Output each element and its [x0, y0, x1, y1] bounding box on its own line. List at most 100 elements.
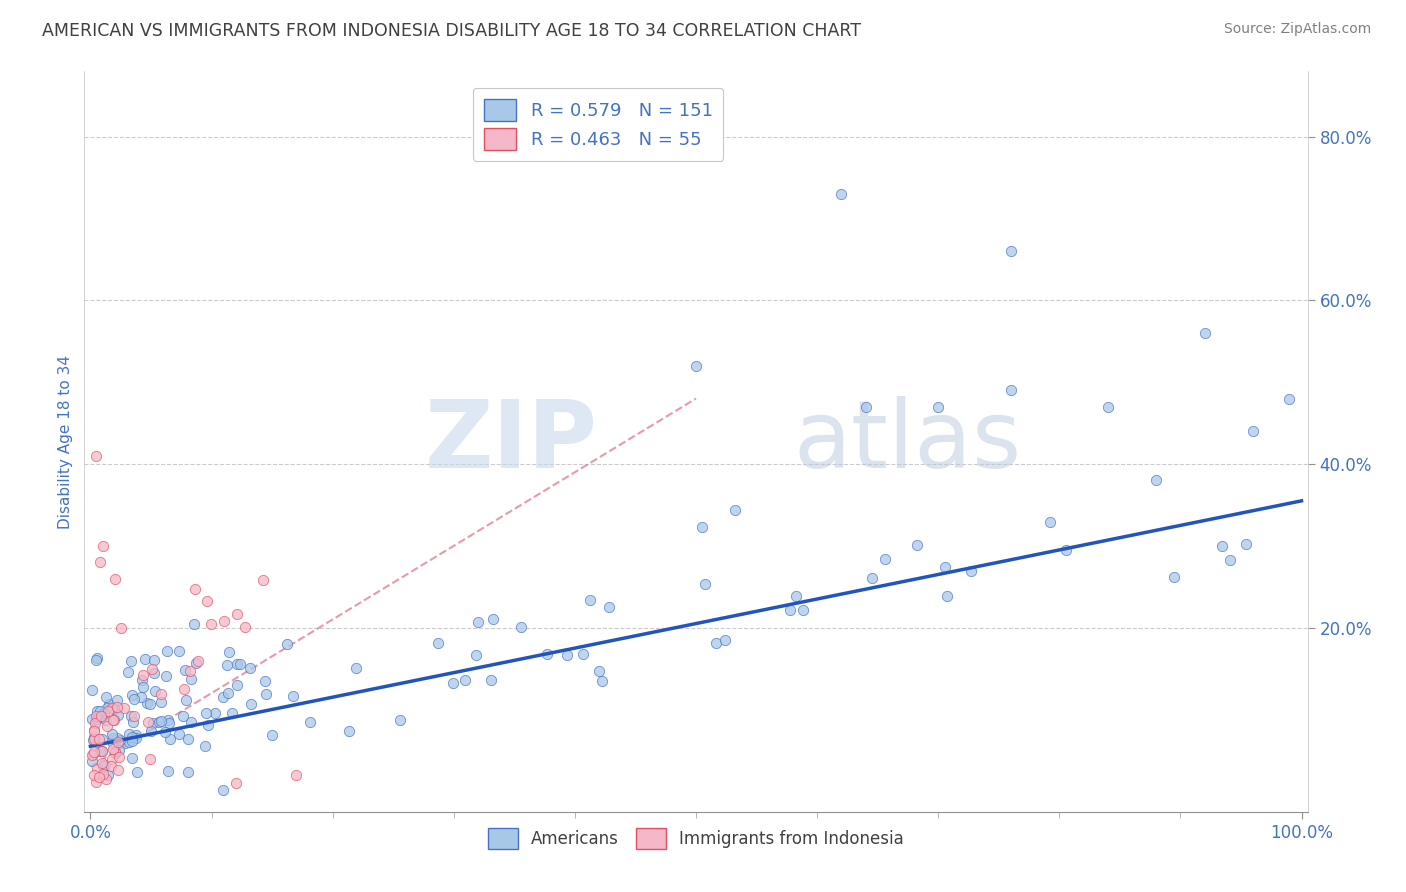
- Point: [84, 709, 107, 723]
- Point: [82, 732, 104, 747]
- Point: [157, 713, 180, 727]
- Point: [129, 690, 152, 704]
- Point: [89, 770, 111, 784]
- Point: [121, 751, 143, 765]
- Point: [260, 728, 283, 742]
- Point: [180, 673, 202, 687]
- Point: [465, 648, 488, 662]
- Point: [177, 731, 200, 746]
- Point: [212, 690, 235, 705]
- Point: [1054, 543, 1077, 558]
- Point: [174, 663, 197, 677]
- Point: [239, 697, 262, 711]
- Point: [344, 661, 367, 675]
- Point: [108, 743, 131, 757]
- Point: [1194, 326, 1216, 340]
- Point: [131, 673, 153, 687]
- Y-axis label: Disability Age 18 to 34: Disability Age 18 to 34: [58, 354, 73, 529]
- Point: [156, 764, 179, 779]
- Point: [121, 734, 143, 748]
- Point: [101, 752, 124, 766]
- Point: [180, 715, 202, 730]
- Point: [785, 589, 807, 603]
- Point: [108, 750, 131, 764]
- Point: [157, 716, 180, 731]
- Point: [101, 700, 124, 714]
- Point: [97, 697, 120, 711]
- Point: [194, 739, 217, 753]
- Point: [89, 555, 111, 569]
- Point: [104, 572, 127, 586]
- Text: AMERICAN VS IMMIGRANTS FROM INDONESIA DISABILITY AGE 18 TO 34 CORRELATION CHART: AMERICAN VS IMMIGRANTS FROM INDONESIA DI…: [42, 22, 862, 40]
- Point: [89, 709, 111, 723]
- Point: [117, 665, 139, 679]
- Point: [779, 602, 801, 616]
- Point: [103, 713, 125, 727]
- Point: [256, 687, 278, 701]
- Point: [298, 715, 321, 730]
- Point: [588, 665, 610, 679]
- Point: [927, 400, 949, 414]
- Legend: Americans, Immigrants from Indonesia: Americans, Immigrants from Indonesia: [481, 822, 911, 855]
- Point: [100, 759, 122, 773]
- Point: [122, 708, 145, 723]
- Point: [94, 690, 117, 705]
- Point: [225, 678, 247, 692]
- Point: [125, 731, 148, 745]
- Point: [101, 700, 124, 714]
- Point: [509, 620, 531, 634]
- Point: [187, 654, 209, 668]
- Point: [89, 744, 111, 758]
- Point: [84, 775, 107, 789]
- Point: [830, 187, 852, 202]
- Point: [226, 607, 249, 621]
- Point: [105, 731, 128, 745]
- Point: [159, 731, 181, 746]
- Point: [138, 751, 160, 765]
- Point: [86, 449, 108, 463]
- Point: [555, 648, 578, 662]
- Point: [80, 747, 103, 762]
- Point: [136, 714, 159, 729]
- Point: [285, 768, 308, 782]
- Point: [215, 657, 238, 672]
- Point: [960, 565, 983, 579]
- Point: [120, 709, 142, 723]
- Point: [1278, 392, 1301, 406]
- Point: [1163, 570, 1185, 584]
- Point: [107, 708, 129, 723]
- Point: [139, 697, 162, 711]
- Point: [105, 692, 128, 706]
- Point: [695, 576, 717, 591]
- Point: [90, 731, 112, 746]
- Point: [183, 616, 205, 631]
- Point: [101, 731, 124, 745]
- Point: [1241, 425, 1264, 439]
- Point: [229, 657, 252, 671]
- Point: [132, 680, 155, 694]
- Point: [441, 675, 464, 690]
- Point: [94, 713, 117, 727]
- Point: [860, 571, 883, 585]
- Point: [1000, 244, 1022, 259]
- Point: [148, 714, 170, 729]
- Point: [337, 723, 360, 738]
- Point: [117, 735, 139, 749]
- Point: [167, 644, 190, 658]
- Point: [86, 704, 108, 718]
- Point: [86, 712, 108, 726]
- Point: [91, 759, 114, 773]
- Point: [120, 654, 142, 668]
- Point: [195, 706, 218, 720]
- Point: [156, 643, 179, 657]
- Point: [174, 693, 197, 707]
- Point: [96, 719, 118, 733]
- Point: [97, 767, 120, 781]
- Point: [149, 695, 172, 709]
- Point: [591, 673, 613, 688]
- Point: [1234, 537, 1257, 551]
- Point: [82, 747, 104, 761]
- Point: [1000, 384, 1022, 398]
- Point: [91, 744, 114, 758]
- Point: [87, 710, 110, 724]
